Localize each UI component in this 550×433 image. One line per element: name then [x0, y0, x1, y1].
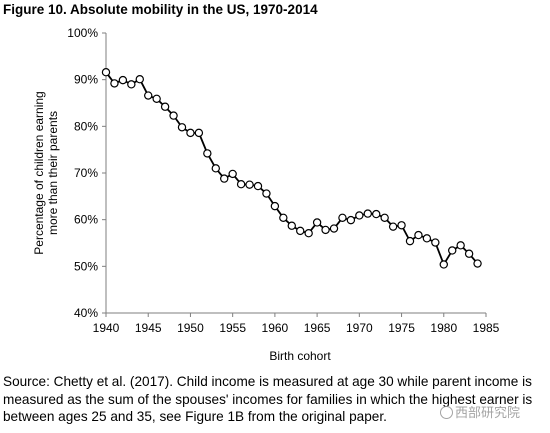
y-tick-label: 40% — [74, 306, 98, 320]
y-tick-label: 60% — [74, 213, 98, 227]
y-tick-label: 100% — [67, 26, 98, 40]
data-point — [220, 174, 229, 183]
x-tick-label: 1975 — [388, 321, 415, 335]
data-point — [346, 215, 356, 225]
data-point — [186, 128, 195, 138]
y-axis-label-line: Percentage of children earning — [32, 91, 46, 254]
data-point — [405, 236, 415, 246]
data-point — [144, 91, 153, 100]
data-point — [177, 123, 187, 132]
data-point — [253, 181, 263, 191]
data-point — [355, 211, 364, 220]
series-group — [101, 67, 482, 269]
y-axis-ticks: 40% 50% 60% 70% 80% 90% 100% — [67, 26, 106, 320]
data-point — [211, 164, 220, 173]
data-point — [338, 213, 347, 222]
data-point — [388, 222, 398, 231]
figure-title: Figure 10. Absolute mobility in the US, … — [3, 2, 318, 17]
data-point — [414, 230, 423, 240]
chart: 40%50%60%70%80%90%100% 1940 1945 1950 1955 1… — [32, 26, 500, 363]
x-tick-label: 1960 — [262, 321, 289, 335]
data-point — [321, 225, 330, 235]
data-point — [448, 246, 457, 255]
y-tick-label: 50% — [74, 259, 98, 273]
y-axis-label: Percentage of children earningmore than … — [32, 91, 60, 254]
y-tick-label: 90% — [74, 73, 98, 87]
y-tick-label: 70% — [74, 166, 98, 180]
data-point — [194, 128, 204, 138]
data-point — [439, 260, 448, 269]
data-point — [270, 201, 280, 211]
source-text: Source: Chetty et al. (2017). Child inco… — [3, 374, 533, 424]
x-tick-label: 1955 — [219, 321, 246, 335]
data-point — [422, 234, 432, 243]
x-tick-label: 1970 — [346, 321, 373, 335]
data-point — [397, 221, 406, 230]
y-axis-label-line: more than their parents — [46, 111, 60, 235]
x-tick-label: 1965 — [304, 321, 331, 335]
x-axis-label: Birth cohort — [269, 349, 331, 363]
data-point — [287, 221, 296, 230]
data-point — [127, 80, 136, 89]
source-note: Source: Chetty et al. (2017). Child inco… — [3, 373, 549, 426]
x-tick-label: 1980 — [430, 321, 457, 335]
y-tick-label: 80% — [74, 119, 98, 133]
chart-axes — [105, 33, 486, 314]
data-point — [228, 169, 237, 179]
x-tick-label: 1950 — [177, 321, 204, 335]
data-point — [118, 75, 128, 85]
watermark-text: 西部研究院 — [455, 406, 521, 421]
x-tick-label: 1945 — [135, 321, 162, 335]
data-point — [464, 249, 474, 258]
data-point — [380, 213, 389, 222]
data-point — [110, 79, 119, 88]
data-point — [101, 67, 111, 77]
data-point — [262, 189, 271, 198]
data-point — [329, 224, 339, 233]
data-point — [169, 111, 178, 120]
data-point — [160, 102, 170, 111]
watermark: 西部研究院 — [440, 402, 520, 421]
data-point — [152, 94, 161, 104]
data-point — [473, 259, 482, 268]
data-point — [456, 241, 465, 250]
data-point — [135, 74, 144, 84]
data-point — [203, 149, 212, 158]
data-point — [279, 213, 288, 222]
watermark-logo-icon — [440, 406, 453, 419]
data-point — [304, 228, 313, 238]
data-point — [312, 218, 322, 227]
x-axis-ticks: 1940 1945 1950 1955 1960 1965 1970 1975 1980 1985 — [93, 313, 500, 335]
data-point — [236, 179, 246, 189]
data-point — [431, 238, 440, 247]
x-tick-label: 1940 — [93, 321, 120, 335]
x-tick-label: 1985 — [473, 321, 500, 335]
data-point — [363, 209, 372, 218]
data-point — [372, 209, 381, 219]
data-point — [296, 226, 305, 236]
data-point — [245, 180, 254, 189]
